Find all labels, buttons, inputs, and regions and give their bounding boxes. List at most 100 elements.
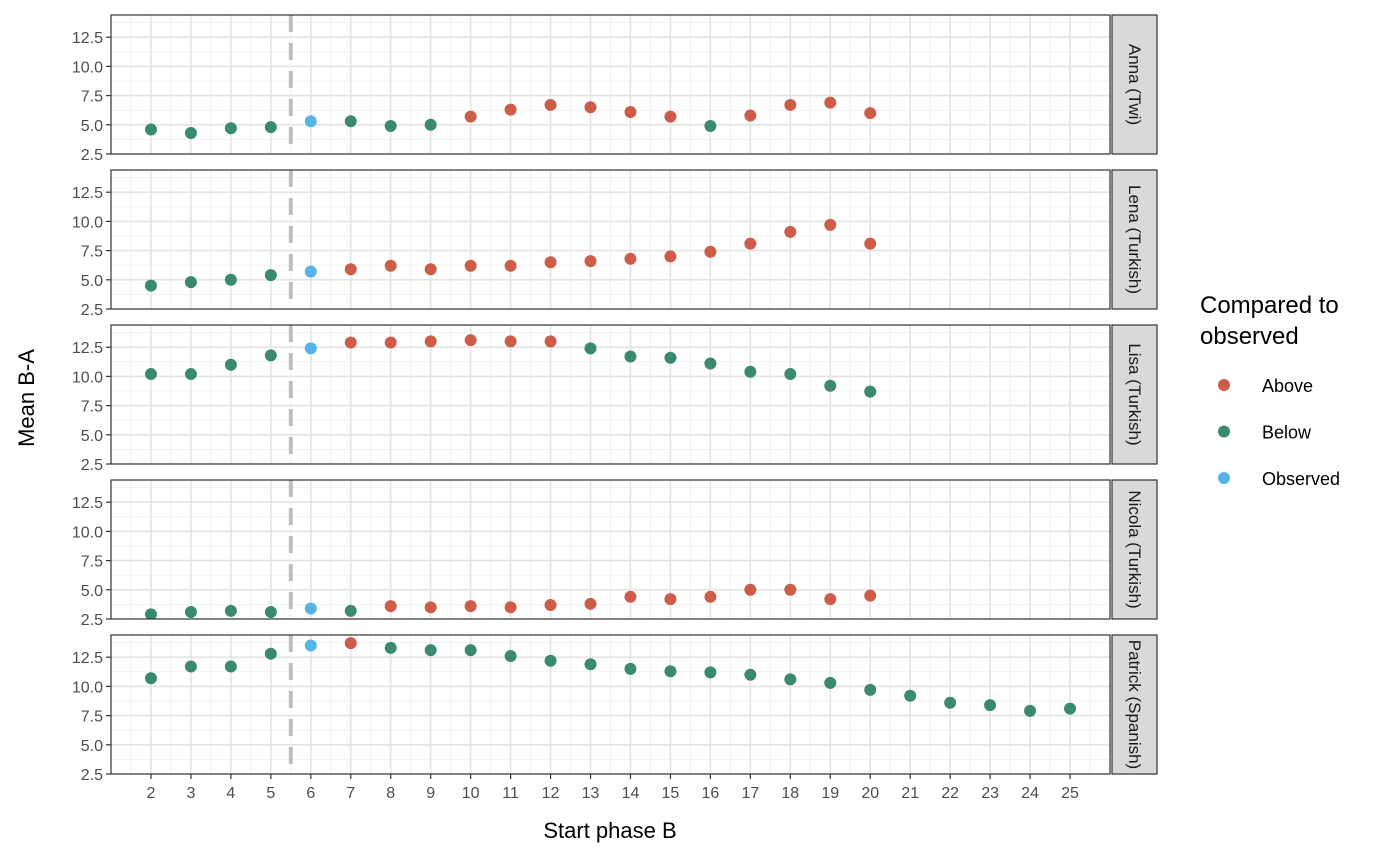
data-point xyxy=(584,597,597,610)
data-point xyxy=(304,342,317,355)
x-tick-label: 24 xyxy=(1021,785,1039,802)
facet-strip xyxy=(1111,634,1158,775)
data-point xyxy=(824,96,837,109)
x-tick-label: 4 xyxy=(226,785,235,802)
data-point xyxy=(184,605,197,618)
y-tick-label: 2.5 xyxy=(81,457,103,474)
data-point xyxy=(424,644,437,657)
data-point xyxy=(344,263,357,276)
data-point xyxy=(864,683,877,696)
data-point xyxy=(264,269,277,282)
data-point xyxy=(144,368,157,381)
data-point xyxy=(384,641,397,654)
facet-panel: 2.5 5.0 7.5 10.0 12.5 Patrick (Spanish) xyxy=(72,634,1158,784)
y-tick-label: 5.0 xyxy=(81,738,103,755)
y-tick-label: 12.5 xyxy=(72,185,103,202)
data-point xyxy=(224,660,237,673)
data-point xyxy=(544,335,557,348)
points xyxy=(144,583,877,619)
data-point xyxy=(344,604,357,617)
points xyxy=(144,334,877,398)
data-point xyxy=(824,676,837,689)
facet-panel: 2.5 5.0 7.5 10.0 12.5 Lena (Turkish) xyxy=(72,169,1158,319)
x-tick-label: 22 xyxy=(941,785,959,802)
y-tick-label: 10.0 xyxy=(72,59,103,76)
x-tick-label: 10 xyxy=(462,785,480,802)
panel-border xyxy=(110,169,1111,310)
data-point xyxy=(1024,704,1037,717)
x-tick-label: 3 xyxy=(186,785,195,802)
data-point xyxy=(344,115,357,128)
data-point xyxy=(144,279,157,292)
data-point xyxy=(744,583,757,596)
points xyxy=(144,637,1077,717)
data-point xyxy=(624,252,637,265)
y-tick-label: 12.5 xyxy=(72,30,103,47)
facet-strip-label: Lena (Turkish) xyxy=(1125,185,1144,294)
data-point xyxy=(664,110,677,123)
data-point xyxy=(504,259,517,272)
legend-label: Observed xyxy=(1262,469,1340,489)
data-point xyxy=(184,368,197,381)
facet-strip xyxy=(1111,479,1158,620)
data-point xyxy=(504,601,517,614)
data-point xyxy=(304,265,317,278)
data-point xyxy=(184,126,197,139)
data-point xyxy=(184,276,197,289)
panel-border xyxy=(110,479,1111,620)
data-point xyxy=(224,604,237,617)
data-point xyxy=(904,689,917,702)
data-point xyxy=(744,237,757,250)
x-tick-label: 6 xyxy=(306,785,315,802)
data-point xyxy=(584,342,597,355)
data-point xyxy=(464,110,477,123)
data-point xyxy=(864,237,877,250)
x-tick-label: 17 xyxy=(741,785,759,802)
x-tick-label: 5 xyxy=(266,785,275,802)
data-point xyxy=(304,602,317,615)
data-point xyxy=(384,600,397,613)
gridlines xyxy=(111,325,1110,464)
data-point xyxy=(304,115,317,128)
data-point xyxy=(664,593,677,606)
x-axis-title: Start phase B xyxy=(543,818,676,843)
data-point xyxy=(544,256,557,269)
data-point xyxy=(264,349,277,362)
facet-strip xyxy=(1111,14,1158,155)
x-tick-label: 25 xyxy=(1061,785,1079,802)
data-point xyxy=(304,639,317,652)
panel-border xyxy=(110,14,1111,155)
legend-key xyxy=(1218,425,1230,438)
x-tick-label: 7 xyxy=(346,785,355,802)
data-point xyxy=(544,598,557,611)
y-tick-label: 10.0 xyxy=(72,214,103,231)
data-point xyxy=(464,259,477,272)
data-point xyxy=(344,637,357,650)
legend-label: Above xyxy=(1262,376,1313,396)
x-tick-label: 8 xyxy=(386,785,395,802)
data-point xyxy=(704,119,717,132)
x-tick-label: 19 xyxy=(821,785,839,802)
x-tick-label: 9 xyxy=(426,785,435,802)
data-point xyxy=(184,660,197,673)
data-point xyxy=(624,590,637,603)
facet-strip-label: Anna (Twi) xyxy=(1125,44,1144,125)
data-point xyxy=(504,650,517,663)
x-tick-label: 15 xyxy=(662,785,680,802)
data-point xyxy=(824,593,837,606)
y-tick-label: 5.0 xyxy=(81,273,103,290)
facet-strip-label: Nicola (Turkish) xyxy=(1125,490,1144,608)
data-point xyxy=(744,109,757,122)
y-tick-label: 5.0 xyxy=(81,428,103,445)
data-point xyxy=(944,696,957,709)
y-tick-label: 10.0 xyxy=(72,369,103,386)
data-point xyxy=(584,658,597,671)
data-point xyxy=(784,673,797,686)
gridlines xyxy=(111,635,1110,774)
x-tick-label: 21 xyxy=(901,785,919,802)
x-tick-label: 18 xyxy=(781,785,799,802)
data-point xyxy=(744,365,757,378)
facet-strip-label: Lisa (Turkish) xyxy=(1125,343,1144,445)
data-point xyxy=(424,263,437,276)
data-point xyxy=(704,245,717,258)
